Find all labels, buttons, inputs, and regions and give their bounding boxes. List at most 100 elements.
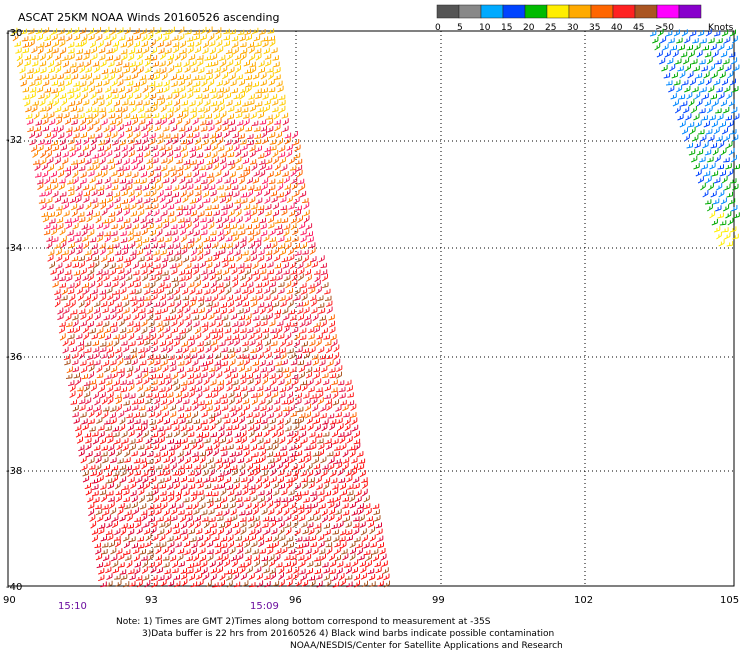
wind-barb [222, 170, 229, 178]
wind-barb [202, 325, 209, 334]
wind-barb [123, 113, 131, 119]
wind-barb [80, 117, 86, 126]
wind-barb [712, 147, 719, 156]
wind-barb [117, 358, 124, 366]
wind-barb [211, 286, 217, 295]
wind-barb [727, 168, 734, 177]
wind-barb [121, 198, 128, 204]
wind-barb [221, 360, 228, 367]
wind-barb [68, 100, 76, 107]
wind-barb [174, 145, 181, 152]
wind-barb [93, 118, 100, 126]
wind-barb [310, 541, 317, 548]
wind-barb [191, 66, 198, 73]
wind-barb [719, 71, 726, 79]
wind-barb [213, 307, 220, 315]
wind-barb [241, 144, 248, 151]
wind-barb [127, 229, 134, 237]
wind-barb [76, 247, 83, 255]
wind-barb [313, 418, 320, 425]
wind-barb [174, 442, 181, 450]
wind-barb [219, 54, 226, 62]
wind-barb [215, 417, 222, 426]
wind-barb [123, 203, 130, 211]
wind-barb [151, 379, 158, 386]
wind-barb [254, 229, 261, 237]
wind-barb [338, 573, 345, 581]
wind-barb [97, 185, 105, 191]
wind-barb [274, 501, 281, 509]
wind-barb [239, 566, 246, 574]
wind-barb [697, 30, 705, 37]
wind-barb [92, 346, 100, 353]
wind-barb [141, 555, 148, 561]
wind-barb [276, 274, 283, 281]
wind-barb [278, 566, 285, 575]
wind-barb [171, 80, 178, 88]
wind-barb [136, 476, 143, 484]
wind-barb [247, 378, 254, 385]
wind-barb [201, 268, 208, 276]
wind-barb [274, 312, 281, 320]
wind-barb [97, 327, 104, 334]
wind-barb [208, 463, 216, 470]
wind-barb [274, 405, 281, 413]
wind-barb [337, 520, 344, 529]
wind-barb [198, 67, 205, 74]
wind-barb [209, 230, 217, 236]
wind-barb [283, 410, 290, 418]
wind-barb [121, 144, 128, 152]
wind-barb [301, 477, 308, 483]
wind-barb [286, 144, 293, 151]
wind-barb [305, 507, 312, 515]
wind-barb [98, 47, 106, 54]
wind-barb [87, 223, 94, 231]
wind-barb [260, 405, 267, 412]
wind-barb [331, 339, 338, 347]
wind-barb [213, 112, 220, 120]
wind-barb [186, 555, 193, 562]
wind-barb [92, 153, 99, 159]
wind-barb [47, 156, 54, 165]
wind-barb [305, 548, 312, 555]
wind-barb [252, 269, 259, 276]
wind-barb [132, 117, 138, 126]
wind-barb [143, 481, 150, 490]
wind-barb [95, 170, 102, 178]
legend-swatch [458, 4, 482, 19]
wind-barb [170, 176, 177, 185]
wind-barb [268, 132, 276, 139]
wind-barb [306, 522, 314, 528]
wind-barb [82, 423, 89, 431]
wind-barb [164, 475, 172, 483]
wind-barb [123, 488, 130, 496]
wind-barb [180, 521, 187, 530]
wind-barb [94, 542, 101, 549]
wind-barb [208, 366, 216, 373]
wind-barb [704, 199, 712, 205]
wind-barb [128, 476, 135, 484]
wind-barb [154, 124, 161, 132]
wind-barb [293, 340, 300, 348]
wind-barb [216, 554, 223, 561]
wind-barb [276, 229, 284, 236]
wind-barb [250, 208, 257, 217]
wind-barb [146, 157, 153, 165]
wind-barb [179, 228, 186, 236]
wind-barb [269, 228, 276, 236]
wind-barb [356, 547, 363, 556]
wind-barb [360, 566, 367, 574]
wind-barb [177, 413, 184, 419]
wind-barb [299, 560, 306, 568]
wind-barb [149, 419, 156, 426]
wind-barb [240, 424, 247, 431]
wind-barb [162, 177, 170, 184]
wind-barb [101, 170, 108, 178]
wind-barb [103, 274, 110, 282]
wind-barb [314, 424, 321, 432]
wind-barb [212, 582, 219, 588]
wind-barb [174, 52, 181, 61]
wind-barb [712, 99, 719, 107]
wind-barb [286, 436, 293, 445]
wind-barb [264, 243, 271, 249]
